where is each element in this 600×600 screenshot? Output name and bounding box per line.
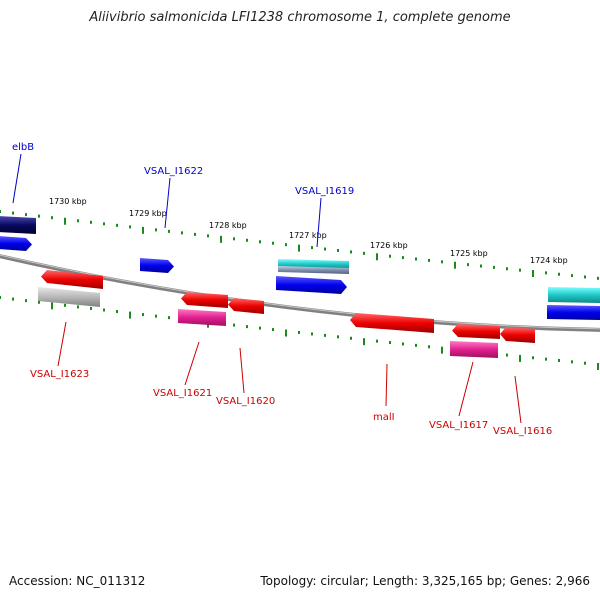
gene-features — [0, 216, 600, 358]
gene-labels: elbB VSAL_I1622 VSAL_I1619 VSAL_I1623 VSAL_I… — [12, 142, 552, 437]
genome-title: Aliivibrio salmonicida LFI1238 chromosom… — [89, 10, 511, 25]
chromosome-backbone-highlight — [0, 254, 600, 330]
label-leader — [164, 177, 171, 229]
label-leader — [12, 153, 22, 204]
gene-label[interactable]: VSAL_I1619 — [295, 186, 354, 197]
gene-forward[interactable] — [0, 236, 32, 251]
gene-VSAL_I1623[interactable] — [41, 270, 103, 289]
genome-summary-text: Topology: circular; Length: 3,325,165 bp… — [260, 574, 590, 588]
gene-forward-cyan[interactable] — [548, 287, 600, 303]
scale-labels: 1730 kbp 1729 kbp 1728 kbp 1727 kbp 1726 kbp… — [49, 197, 568, 265]
scale-label: 1726 kbp — [370, 241, 408, 250]
scale-label: 1725 kbp — [450, 249, 488, 258]
gene-VSAL_I1620[interactable] — [228, 298, 264, 314]
gene-label[interactable]: VSAL_I1616 — [493, 426, 552, 437]
gene-label[interactable]: VSAL_I1621 — [153, 388, 212, 399]
gene-label[interactable]: VSAL_I1623 — [30, 369, 89, 380]
label-leader — [57, 321, 67, 367]
gene-VSAL_I1623-gray[interactable] — [38, 287, 100, 307]
label-leader — [514, 375, 522, 424]
gene-VSAL_I1621-pink[interactable] — [178, 309, 226, 326]
scale-label: 1727 kbp — [289, 231, 327, 240]
gene-label[interactable]: elbB — [12, 142, 34, 153]
gene-VSAL_I1619-slate[interactable] — [278, 266, 349, 274]
gene-forward[interactable] — [547, 305, 600, 320]
label-leader — [184, 341, 200, 386]
scale-label: 1728 kbp — [209, 221, 247, 230]
gene-label[interactable]: malI — [373, 412, 395, 423]
scale-label: 1730 kbp — [49, 197, 87, 206]
gene-forward[interactable] — [276, 276, 347, 294]
gene-VSAL_I1621[interactable] — [181, 292, 228, 308]
gene-label-leaders — [12, 153, 522, 424]
label-leader — [316, 197, 322, 248]
gene-label[interactable]: VSAL_I1622 — [144, 166, 203, 177]
gene-VSAL_I1616[interactable] — [500, 327, 535, 343]
gene-malI[interactable] — [350, 313, 434, 333]
label-leader — [385, 363, 388, 407]
scale-label: 1729 kbp — [129, 209, 167, 218]
gene-label[interactable]: VSAL_I1620 — [216, 396, 275, 407]
gene-VSAL_I1617[interactable] — [452, 324, 500, 339]
accession-text: Accession: NC_011312 — [9, 574, 146, 588]
upper-tick-track — [0, 210, 599, 280]
chromosome-backbone — [0, 254, 600, 332]
label-leader — [458, 361, 474, 417]
scale-label: 1724 kbp — [530, 256, 568, 265]
gene-label[interactable]: VSAL_I1617 — [429, 420, 488, 431]
label-leader — [239, 347, 245, 394]
gene-elbB[interactable] — [0, 216, 36, 234]
gene-VSAL_I1617-pink[interactable] — [450, 341, 498, 358]
gene-VSAL_I1622[interactable] — [140, 258, 174, 273]
